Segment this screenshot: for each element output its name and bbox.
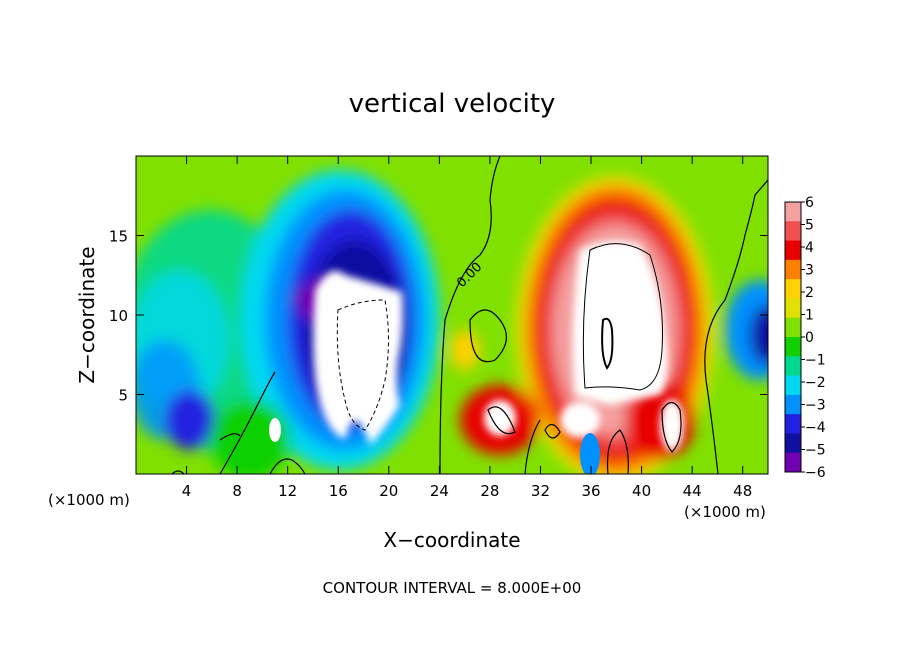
colorbar-swatch bbox=[785, 259, 801, 280]
x-unit-left: (×1000 m) bbox=[48, 491, 130, 509]
y-tick-label: 10 bbox=[109, 307, 128, 325]
colorbar-swatch bbox=[785, 414, 801, 434]
x-tick-label: 12 bbox=[278, 482, 297, 500]
x-tick-label: 4 bbox=[182, 482, 192, 500]
colorbar-swatch bbox=[785, 202, 801, 222]
x-tick-label: 40 bbox=[632, 482, 651, 500]
contour-interval-footer: CONTOUR INTERVAL = 8.000E+00 bbox=[323, 579, 582, 597]
x-tick-label: 20 bbox=[379, 482, 398, 500]
chart-title: vertical velocity bbox=[349, 89, 556, 119]
x-tick-label: 8 bbox=[232, 482, 242, 500]
x-tick-label: 48 bbox=[733, 482, 752, 500]
colorbar-tick-label: −6 bbox=[805, 465, 826, 481]
colorbar-tick-label: 3 bbox=[805, 263, 814, 279]
y-tick-label: 15 bbox=[109, 228, 128, 246]
colorbar-tick-label: −2 bbox=[805, 375, 826, 391]
colorbar-tick-label: 4 bbox=[805, 240, 814, 256]
colorbar-tick-label: 6 bbox=[805, 195, 814, 211]
heatmap-field bbox=[136, 156, 768, 474]
colorbar-tick-label: 0 bbox=[805, 330, 814, 346]
colorbar-swatch bbox=[785, 279, 801, 299]
x-unit-right: (×1000 m) bbox=[684, 503, 766, 521]
colorbar-tick-label: 2 bbox=[805, 285, 814, 301]
x-axis-label: X−coordinate bbox=[383, 528, 520, 552]
colorbar-swatch bbox=[785, 394, 801, 415]
colorbar-tick-label: −5 bbox=[805, 443, 826, 459]
x-tick-label: 16 bbox=[329, 482, 348, 500]
colorbar: 6 5 4 3 2 1 0 −1 −2 −3 −4 −5 −6 bbox=[784, 195, 826, 481]
colorbar-swatch bbox=[785, 433, 801, 454]
colorbar-swatch bbox=[785, 375, 801, 396]
colorbar-swatch bbox=[785, 221, 801, 242]
colorbar-tick-label: −3 bbox=[805, 398, 826, 414]
colorbar-tick-label: −1 bbox=[805, 353, 826, 369]
colorbar-tick-label: 1 bbox=[805, 308, 814, 324]
x-tick-label: 28 bbox=[480, 482, 499, 500]
x-axis-ticks: 4 8 12 16 20 24 28 32 36 40 44 48 bbox=[182, 156, 752, 500]
x-tick-label: 36 bbox=[581, 482, 600, 500]
colorbar-swatch bbox=[785, 356, 801, 377]
x-tick-label: 24 bbox=[430, 482, 449, 500]
y-axis-ticks: 5 10 15 bbox=[109, 228, 768, 405]
x-tick-label: 32 bbox=[531, 482, 550, 500]
colorbar-swatch bbox=[785, 317, 801, 338]
colorbar-swatch bbox=[785, 240, 801, 261]
contour-lines bbox=[171, 156, 768, 474]
y-axis-label: Z−coordinate bbox=[75, 246, 99, 383]
x-tick-label: 44 bbox=[683, 482, 702, 500]
colorbar-swatch bbox=[785, 452, 801, 473]
colorbar-tick-label: −4 bbox=[805, 420, 826, 436]
colorbar-tick-label: 5 bbox=[805, 218, 814, 234]
colorbar-swatch bbox=[785, 298, 801, 319]
y-tick-label: 5 bbox=[118, 387, 128, 405]
colorbar-swatch bbox=[785, 337, 801, 357]
